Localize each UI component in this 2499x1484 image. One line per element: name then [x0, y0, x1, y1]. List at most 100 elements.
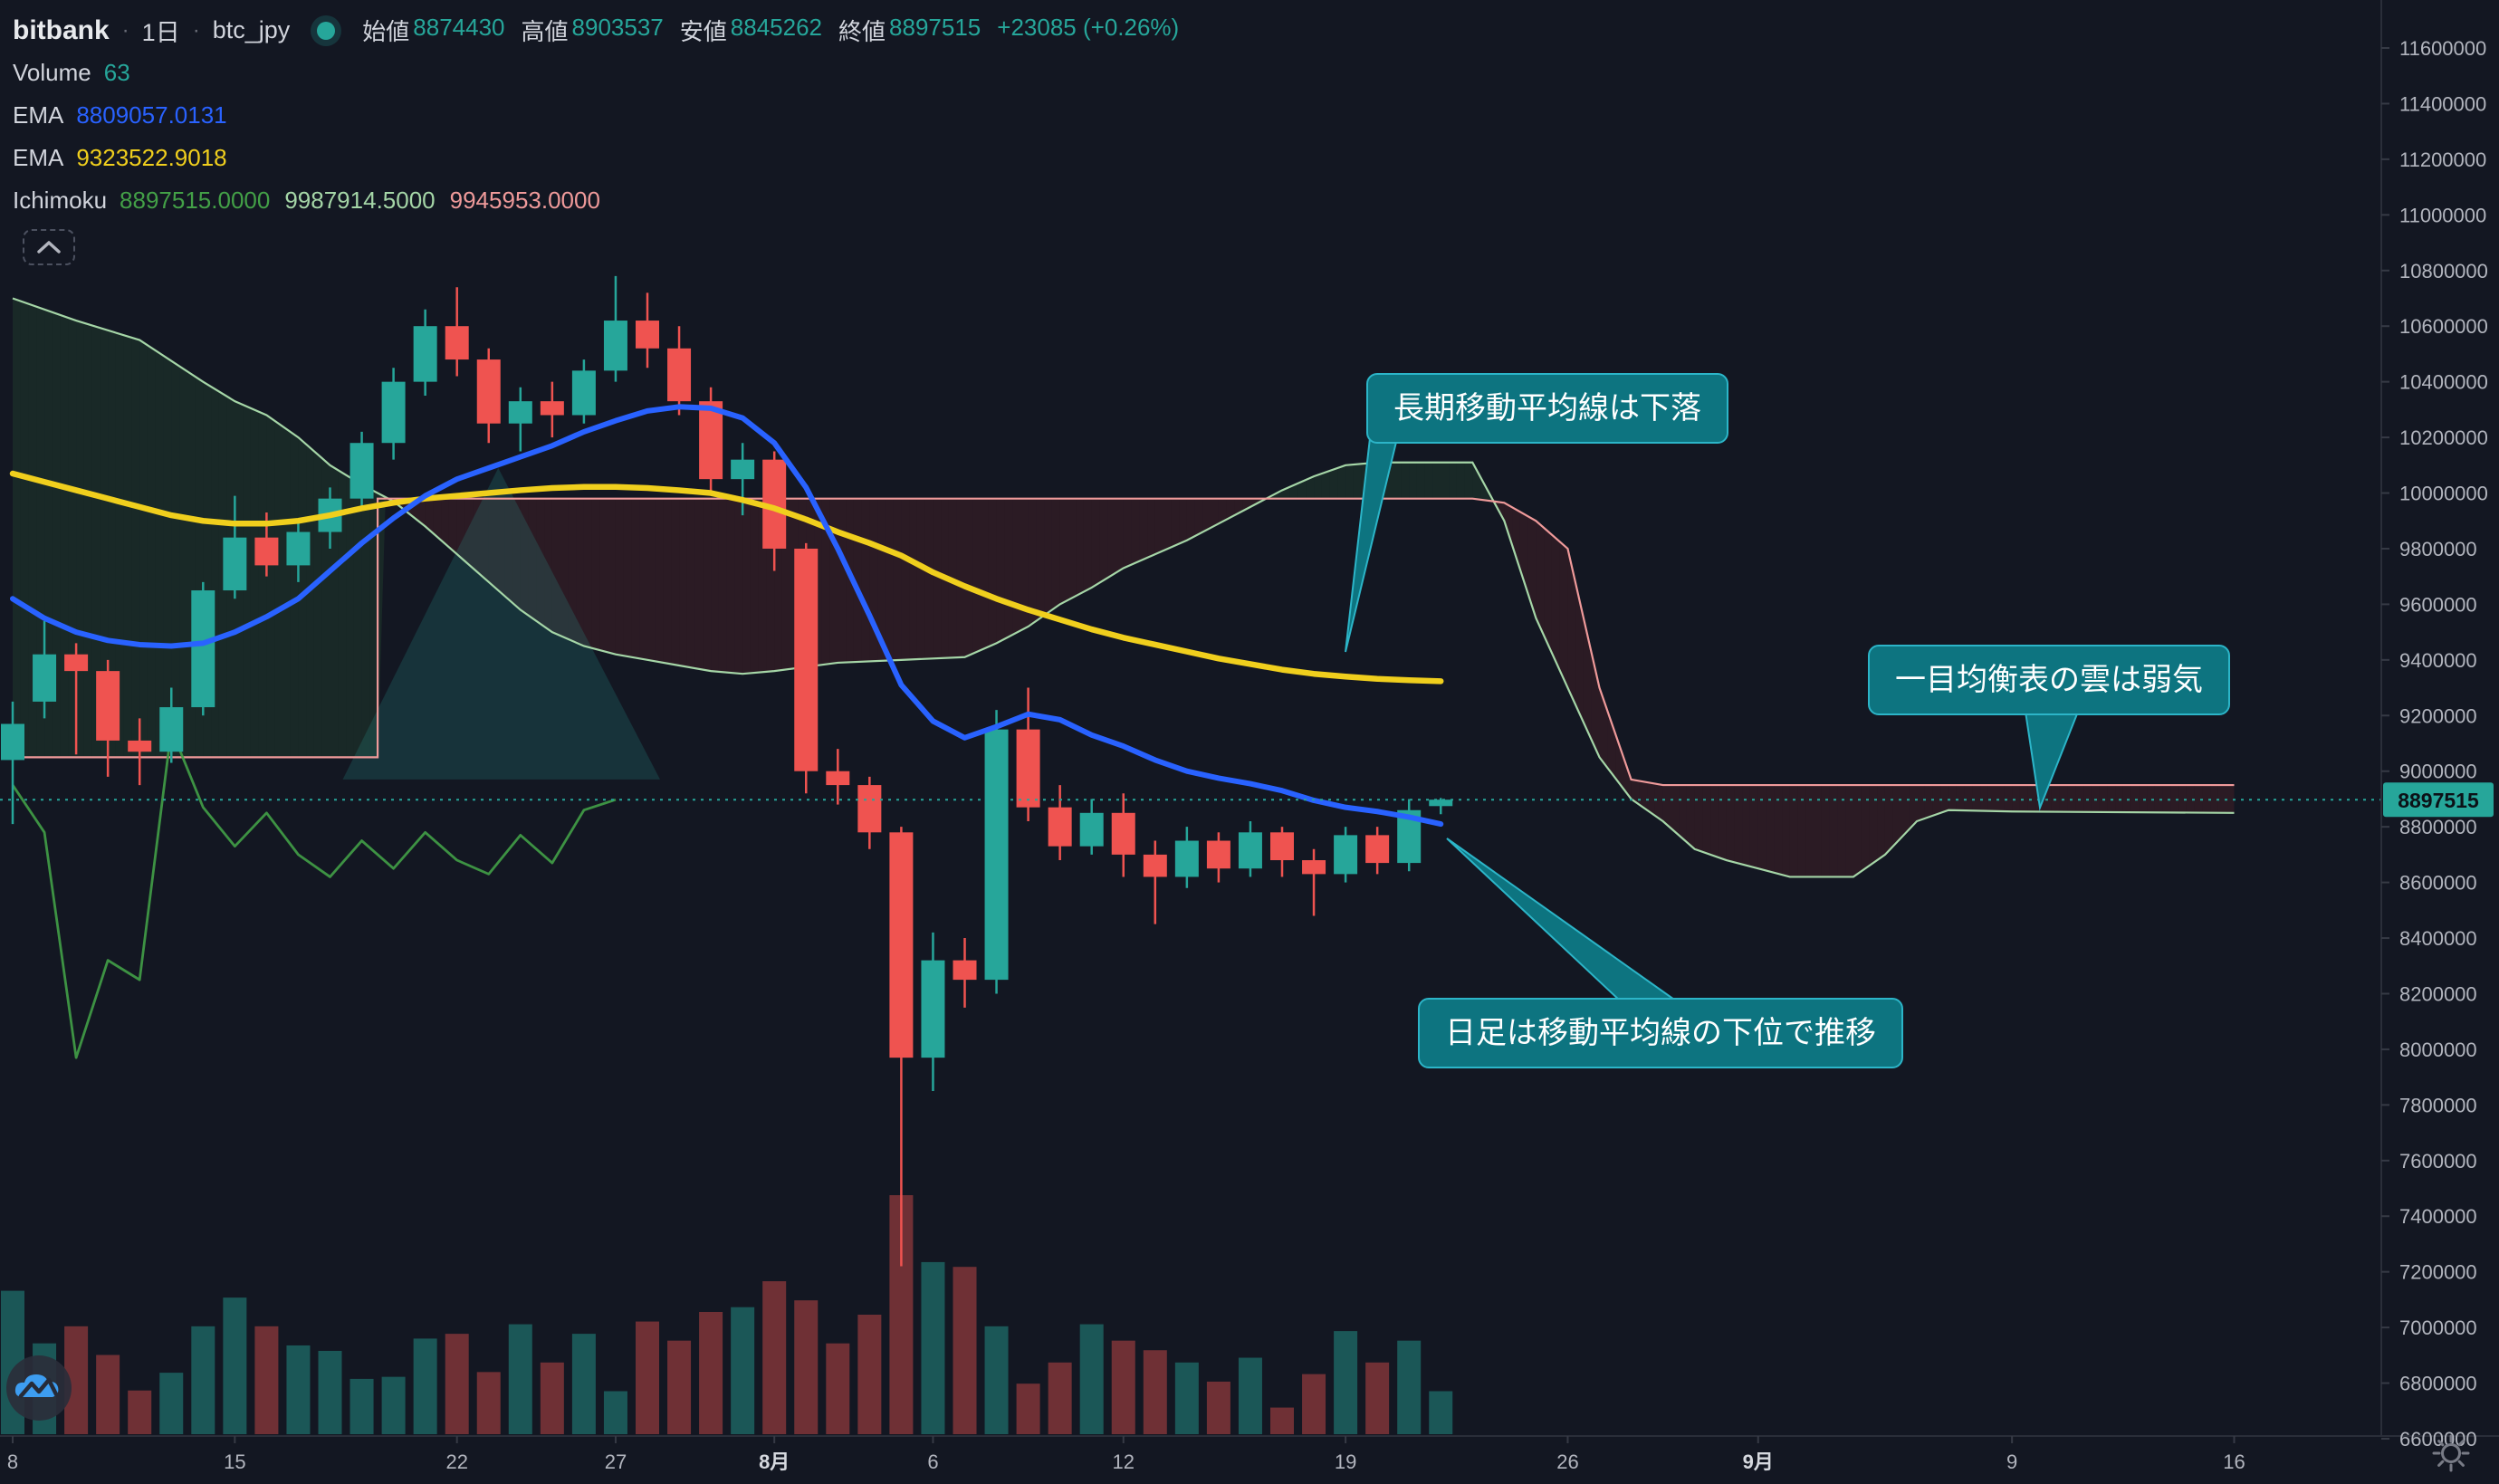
volume-bar — [191, 1326, 215, 1434]
ichimoku-lagging-value: 8897515.0000 — [120, 187, 271, 214]
time-tick-label: 8月 — [759, 1450, 790, 1473]
ema-short-line — [10, 404, 1444, 828]
time-axis[interactable]: 8 15 22 27 8月 6 12 19 26 9月 9 16 — [7, 1436, 2245, 1473]
ichimoku-lead-b-value: 9945953.0000 — [449, 187, 600, 214]
candle-body — [603, 321, 627, 371]
ema-long-label: EMA — [13, 144, 64, 171]
volume-bar — [762, 1281, 787, 1434]
cloud-logo-icon — [6, 1355, 72, 1421]
close-value: 8897515 — [889, 14, 981, 41]
senkou-b-line — [13, 497, 2235, 787]
candle-body — [667, 348, 692, 402]
price-tick-label: 9000000 — [2399, 761, 2477, 783]
candle-body — [128, 740, 152, 752]
candle-body — [413, 326, 437, 382]
legend-ichimoku-row[interactable]: Ichimoku 8897515.0000 9987914.5000 99459… — [13, 179, 1179, 222]
candle-body — [1302, 860, 1326, 875]
volume-label: Volume — [13, 59, 91, 86]
callout-ichimoku-bearish[interactable]: 一目均衡表の雲は弱気 — [1868, 645, 2230, 715]
volume-bar — [984, 1326, 1009, 1434]
price-tick-label: 9800000 — [2399, 538, 2477, 560]
candle-body — [349, 443, 374, 499]
candle-body — [1429, 799, 1453, 807]
volume-bar — [603, 1391, 627, 1434]
price-axis[interactable]: 11600000 11400000 11200000 11000000 10800000… — [2381, 37, 2494, 1450]
time-tick-label: 6 — [927, 1450, 938, 1473]
separator-dot: · — [192, 17, 200, 43]
candle-body — [636, 321, 659, 349]
ichimoku-lead-a-value: 9987914.5000 — [284, 187, 436, 214]
candle-body — [191, 590, 215, 708]
ema-short-label: EMA — [13, 101, 64, 129]
legend-volume-row[interactable]: Volume 63 — [13, 52, 1179, 94]
volume-bar — [1143, 1350, 1167, 1434]
volume-bar — [1079, 1324, 1104, 1434]
ema-long-line — [9, 470, 1444, 685]
legend: bitbank · 1日 · btc_jpy 始値 8874430 高値 89035… — [13, 9, 1179, 222]
time-tick-label: 12 — [1113, 1450, 1135, 1473]
legend-ema-short-row[interactable]: EMA 8809057.0131 — [13, 94, 1179, 137]
candle-body — [953, 960, 977, 981]
candle-body — [826, 771, 850, 786]
volume-bar — [159, 1373, 184, 1434]
time-tick-label: 9月 — [1743, 1450, 1774, 1473]
ema-short-value: 8809057.0131 — [76, 101, 227, 129]
price-tick-label: 10000000 — [2399, 483, 2488, 505]
volume-bar — [1429, 1391, 1453, 1434]
price-tick-label: 11200000 — [2399, 148, 2486, 171]
candle-body — [1143, 854, 1167, 877]
price-tick-label: 8800000 — [2399, 816, 2477, 838]
price-tick-label: 10800000 — [2399, 260, 2488, 282]
legend-symbol-row[interactable]: bitbank · 1日 · btc_jpy 始値 8874430 高値 89035… — [13, 9, 1179, 52]
candle-body — [286, 531, 311, 566]
price-tick-label: 7600000 — [2399, 1150, 2477, 1173]
price-tick-label: 7000000 — [2399, 1316, 2477, 1339]
volume-bar — [445, 1334, 469, 1434]
price-tick-label: 9400000 — [2399, 649, 2477, 672]
current-price-tag-label: 8897515 — [2398, 789, 2479, 812]
volume-bar — [1238, 1357, 1262, 1434]
candle-body — [33, 654, 57, 702]
volume-bar — [1111, 1340, 1135, 1434]
candle-body — [96, 671, 120, 741]
legend-collapse-button[interactable] — [23, 229, 75, 265]
candle-body — [1048, 807, 1072, 847]
candle-body — [889, 832, 914, 1058]
volume-bar — [1016, 1383, 1040, 1434]
candle-body — [1, 723, 24, 761]
volume-bar — [1334, 1331, 1358, 1434]
volume-bar — [223, 1297, 247, 1434]
candle-body — [1206, 840, 1230, 869]
volume-bar — [413, 1338, 437, 1434]
callout-daily-below-ma[interactable]: 日足は移動平均線の下位で推移 — [1418, 998, 1903, 1068]
price-tick-label: 8200000 — [2399, 982, 2477, 1005]
candle-body — [476, 359, 501, 424]
volume-bar — [857, 1315, 882, 1434]
volume-bar — [1397, 1340, 1422, 1434]
price-tick-label: 10600000 — [2399, 315, 2488, 338]
platform-logo[interactable] — [5, 1355, 72, 1426]
volume-bar — [349, 1378, 374, 1434]
market-status-dot — [317, 21, 336, 40]
callout-long-ma-falling[interactable]: 長期移動平均線は下落 — [1366, 373, 1728, 444]
volume-bar — [96, 1355, 120, 1434]
price-tick-label: 11400000 — [2399, 92, 2486, 115]
triangle-drawing[interactable] — [342, 467, 661, 780]
separator-dot: · — [121, 17, 129, 43]
volume-bar — [128, 1390, 152, 1434]
chevron-up-icon — [37, 241, 61, 254]
timezone-settings-button[interactable] — [2425, 1427, 2477, 1484]
volume-bar — [476, 1372, 501, 1434]
legend-ema-long-row[interactable]: EMA 9323522.9018 — [13, 137, 1179, 179]
ohlc-readout: 始値 8874430 高値 8903537 安値 8845262 終値 8897515 … — [362, 14, 1179, 47]
close-label: 終値 — [838, 18, 886, 45]
interval-label: 1日 — [141, 19, 180, 46]
candle-body — [1111, 812, 1135, 855]
volume-bar — [1365, 1362, 1390, 1434]
volume-bars-layer — [1, 1195, 1453, 1434]
candle-body — [1238, 832, 1262, 869]
candle-body — [699, 401, 723, 480]
callout-tails-layer — [1345, 437, 2080, 1002]
candle-body — [508, 401, 532, 424]
